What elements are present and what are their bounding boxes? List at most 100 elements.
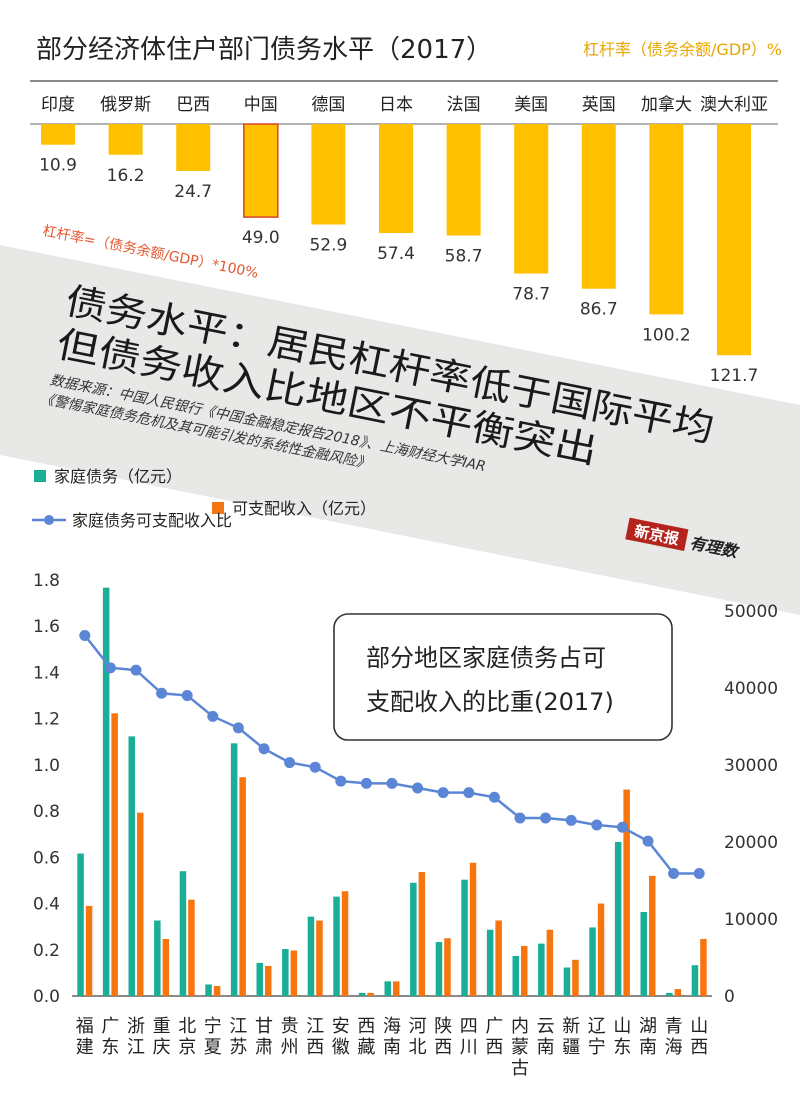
bottom-chart-axes: 0.0 0.2 0.4 0.6 0.8 1.0 1.2 1.4 1.6 1.8 0 10000 2000… xyxy=(33,571,778,1007)
income-bar xyxy=(137,812,144,996)
top-bar xyxy=(581,124,616,289)
left-y-tick: 1.6 xyxy=(33,617,60,637)
debt-bar xyxy=(307,916,315,996)
bottom-category-label: 青海 xyxy=(665,1016,683,1058)
debt-bar xyxy=(102,587,110,996)
top-category-label: 英国 xyxy=(582,95,616,115)
right-y-tick: 40000 xyxy=(724,679,778,699)
right-y-tick: 20000 xyxy=(724,833,778,853)
top-value-label: 49.0 xyxy=(242,228,280,248)
bottom-category-label: 海南 xyxy=(383,1016,401,1058)
debt-bar xyxy=(282,949,289,996)
top-category-label: 澳大利亚 xyxy=(700,95,768,115)
debt-bar xyxy=(77,853,84,996)
ratio-point xyxy=(335,775,347,787)
debt-bar xyxy=(538,943,545,996)
top-value-label: 78.7 xyxy=(512,285,550,305)
ratio-point xyxy=(309,761,321,773)
bottom-category-label: 山东 xyxy=(613,1016,631,1058)
debt-bar xyxy=(691,965,699,996)
bottom-category-label: 宁夏 xyxy=(204,1016,222,1058)
top-category-label: 法国 xyxy=(447,95,481,115)
income-bar xyxy=(265,965,272,996)
top-value-label: 100.2 xyxy=(642,325,691,345)
debt-bar xyxy=(512,955,519,996)
top-value-label: 58.7 xyxy=(445,247,483,267)
debt-bar xyxy=(435,942,443,996)
bottom-category-label: 内蒙古 xyxy=(511,1016,529,1079)
debt-bar xyxy=(333,896,340,996)
bottom-chart-title-box xyxy=(333,613,673,741)
top-bar xyxy=(311,124,346,225)
left-y-tick: 1.0 xyxy=(33,756,60,776)
ratio-point xyxy=(181,690,193,702)
right-y-tick: 50000 xyxy=(724,602,778,622)
ratio-point xyxy=(668,868,680,880)
ratio-point xyxy=(488,791,500,803)
bottom-chart-x-labels: 福建广东浙江重庆北京宁夏江苏甘肃贵州江西安徽西藏海南河北陕西四川广西内蒙古云南新… xyxy=(76,1016,708,1079)
left-y-tick: 1.4 xyxy=(33,663,60,683)
income-bar xyxy=(290,950,298,996)
income-bar xyxy=(341,891,349,996)
debt-bar xyxy=(358,992,366,996)
ratio-point xyxy=(232,722,244,734)
ratio-point xyxy=(104,662,116,674)
ratio-point xyxy=(437,787,449,799)
debt-bar xyxy=(589,927,596,996)
income-bar xyxy=(521,945,528,996)
legend-label-debt: 家庭债务（亿元） xyxy=(54,467,182,486)
left-y-tick: 0.6 xyxy=(33,848,60,868)
income-bar xyxy=(418,871,426,996)
bottom-category-label: 重庆 xyxy=(153,1016,171,1058)
ratio-point xyxy=(284,757,296,769)
bottom-category-label: 北京 xyxy=(178,1016,196,1058)
top-category-label: 美国 xyxy=(514,95,548,115)
top-category-label: 德国 xyxy=(311,95,345,115)
left-y-tick: 0.4 xyxy=(33,895,60,915)
left-y-tick: 1.8 xyxy=(33,571,60,591)
income-bar xyxy=(649,875,656,996)
bottom-category-label: 西藏 xyxy=(357,1016,375,1058)
left-y-tick: 1.2 xyxy=(33,710,60,730)
income-bar xyxy=(188,899,195,996)
debt-bar xyxy=(179,871,187,996)
ratio-point xyxy=(360,777,372,789)
top-value-label: 86.7 xyxy=(580,300,618,320)
bottom-category-label: 湖南 xyxy=(639,1016,657,1058)
income-bar xyxy=(393,981,400,996)
income-bar xyxy=(239,777,246,996)
top-value-label: 16.2 xyxy=(107,166,145,186)
top-category-label: 巴西 xyxy=(176,95,210,115)
top-category-label: 日本 xyxy=(379,95,413,115)
top-chart-bars: 印度 10.9 俄罗斯 16.2 巴西 24.7 中国 49.0 德国 52.9 日本 57.4 法国 5… xyxy=(39,94,768,386)
bottom-category-label: 广西 xyxy=(485,1016,503,1058)
bottom-category-label: 云南 xyxy=(537,1016,555,1058)
top-value-label: 24.7 xyxy=(174,182,212,202)
brand-logo: 新京报 有理数 xyxy=(625,517,742,562)
ratio-point xyxy=(565,814,577,826)
income-bar xyxy=(597,903,605,996)
ratio-point xyxy=(258,743,270,755)
bottom-category-label: 四川 xyxy=(460,1016,478,1058)
top-category-label: 印度 xyxy=(41,95,75,115)
top-category-label: 俄罗斯 xyxy=(100,95,151,115)
bottom-category-label: 福建 xyxy=(76,1016,94,1058)
debt-bar xyxy=(410,882,417,996)
income-bar xyxy=(367,992,374,996)
income-bar xyxy=(111,713,118,996)
debt-bar xyxy=(205,984,212,996)
legend-label-ratio: 家庭债务可支配收入比 xyxy=(72,511,232,530)
ratio-point xyxy=(540,812,552,824)
top-chart-title: 部分经济体住户部门债务水平（2017） xyxy=(36,35,492,65)
bottom-category-label: 广东 xyxy=(101,1016,119,1058)
headline-banner xyxy=(0,245,800,615)
top-bar xyxy=(446,124,481,236)
right-y-tick: 10000 xyxy=(724,910,778,930)
bottom-category-label: 陕西 xyxy=(434,1016,452,1058)
ratio-point xyxy=(130,664,142,676)
debt-bar xyxy=(128,736,135,996)
top-bar xyxy=(243,123,279,218)
bottom-chart-legend: 家庭债务（亿元） 可支配收入（亿元） 家庭债务可支配收入比 xyxy=(32,467,376,530)
ratio-point xyxy=(412,782,424,794)
income-bar xyxy=(444,938,451,996)
